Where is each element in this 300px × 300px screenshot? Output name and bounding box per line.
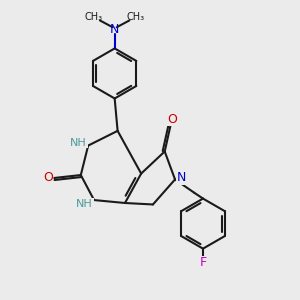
Text: CH₃: CH₃ bbox=[126, 13, 144, 22]
Text: O: O bbox=[167, 112, 177, 126]
Text: NH: NH bbox=[70, 138, 87, 148]
Text: F: F bbox=[200, 256, 207, 269]
Text: O: O bbox=[43, 172, 53, 184]
Text: N: N bbox=[110, 23, 119, 36]
Text: N: N bbox=[177, 172, 186, 184]
Text: CH₃: CH₃ bbox=[85, 13, 103, 22]
Text: NH: NH bbox=[76, 199, 93, 208]
